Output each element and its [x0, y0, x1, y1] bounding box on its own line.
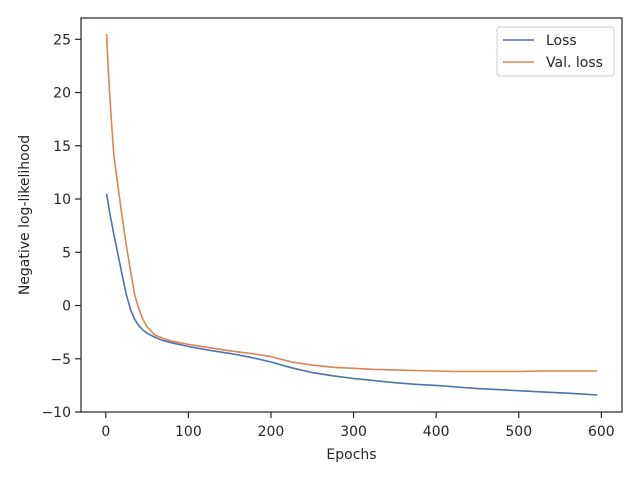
series-line-loss [105, 193, 598, 396]
series-line-val-loss [105, 33, 598, 373]
plot-layer [105, 33, 598, 396]
y-tick-label: 20 [53, 86, 71, 102]
x-tick-label: 500 [505, 424, 532, 440]
x-tick-label: 0 [101, 424, 110, 440]
legend-label-val-loss: Val. loss [546, 55, 603, 71]
x-axis-title: Epochs [326, 447, 376, 463]
y-tick-label: 15 [53, 139, 71, 155]
legend: Loss Val. loss [496, 26, 615, 77]
legend-label-loss: Loss [546, 33, 577, 49]
y-tick-label: 0 [62, 299, 71, 315]
x-tick-label: 300 [340, 424, 367, 440]
y-axis-title: Negative log-likelihood [17, 135, 33, 295]
plot-frame [80, 17, 623, 413]
ticks-layer: 0 100 200 300 400 500 600 −10 −5 0 5 10 15 20 25 [41, 32, 614, 440]
y-tick-label: −10 [41, 405, 71, 421]
x-tick-label: 400 [423, 424, 450, 440]
y-tick-label: 5 [62, 245, 71, 261]
y-tick-label: −5 [50, 352, 71, 368]
y-tick-label: 10 [53, 192, 71, 208]
x-tick-label: 100 [175, 424, 202, 440]
x-tick-label: 600 [588, 424, 615, 440]
x-tick-label: 200 [258, 424, 285, 440]
y-tick-label: 25 [53, 32, 71, 48]
